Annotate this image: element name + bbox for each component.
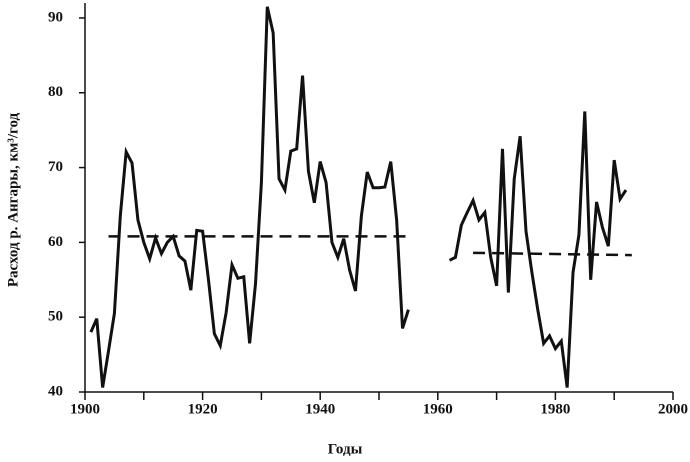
y-tick-label: 90 (48, 9, 63, 25)
y-tick-label: 70 (48, 159, 63, 175)
x-tick-label: 1940 (305, 401, 335, 417)
y-tick-label: 80 (48, 84, 63, 100)
x-tick-label: 1900 (70, 401, 100, 417)
y-tick-label: 40 (48, 383, 63, 399)
data-line (89, 6, 628, 388)
y-tick-label: 60 (48, 234, 63, 250)
x-tick-label: 1920 (188, 401, 218, 417)
x-tick-label: 2000 (658, 401, 688, 417)
y-axis-label: Расход р. Ангары, км³/год (5, 112, 21, 287)
x-tick-label: 1980 (540, 401, 570, 417)
y-tick-label: 50 (48, 309, 63, 325)
x-axis-label: Годы (328, 441, 363, 457)
x-tick-label: 1960 (423, 401, 453, 417)
trend-line (473, 251, 632, 257)
